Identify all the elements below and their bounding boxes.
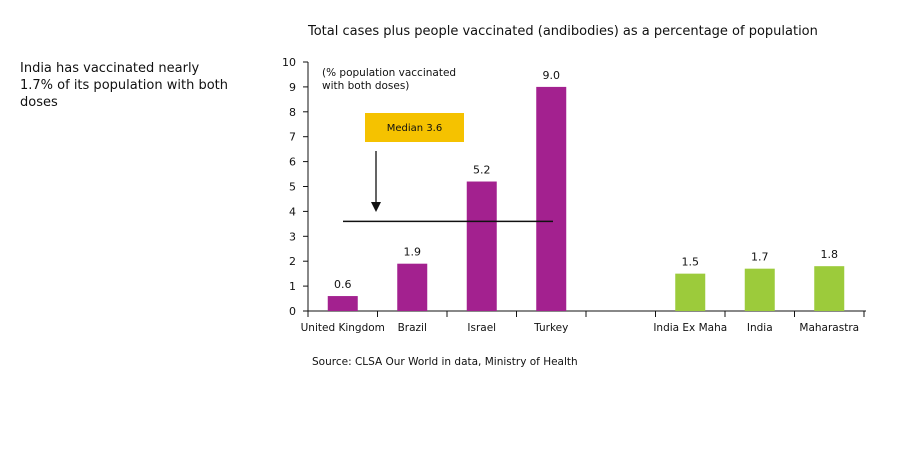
median-arrow-head bbox=[371, 202, 381, 212]
axis-unit-note: (% population vaccinated with both doses) bbox=[322, 67, 456, 92]
side-note: India has vaccinated nearly 1.7% of its … bbox=[20, 61, 228, 110]
y-tick-label: 5 bbox=[289, 181, 296, 194]
data-label: 1.5 bbox=[682, 256, 700, 269]
data-label: 1.8 bbox=[821, 248, 839, 261]
y-tick-label: 4 bbox=[289, 205, 296, 218]
median-label-box bbox=[365, 113, 464, 142]
x-tick-label: India Ex Maha bbox=[653, 322, 727, 334]
x-tick-label: Israel bbox=[467, 322, 496, 334]
x-tick-label: India bbox=[747, 322, 773, 334]
y-tick-label: 3 bbox=[289, 230, 296, 243]
data-label: 9.0 bbox=[543, 69, 561, 82]
bar bbox=[466, 181, 497, 311]
data-label: 5.2 bbox=[473, 164, 491, 177]
bar bbox=[744, 268, 775, 311]
data-label: 1.9 bbox=[404, 246, 422, 259]
bar bbox=[327, 296, 358, 311]
x-tick-label: Turkey bbox=[533, 322, 568, 334]
data-label: 1.7 bbox=[751, 251, 769, 264]
bar bbox=[675, 273, 706, 311]
chart-title: Total cases plus people vaccinated (andi… bbox=[308, 24, 818, 39]
y-tick-label: 9 bbox=[289, 81, 296, 94]
x-tick-label: Maharastra bbox=[799, 322, 859, 334]
x-tick-label: Brazil bbox=[398, 322, 427, 334]
bar bbox=[397, 263, 428, 311]
bar bbox=[536, 86, 567, 312]
y-tick-label: 6 bbox=[289, 156, 296, 169]
x-tick-label: United Kingdom bbox=[301, 322, 385, 334]
bar bbox=[814, 266, 845, 311]
y-tick-label: 2 bbox=[289, 255, 296, 268]
source-note: Source: CLSA Our World in data, Ministry… bbox=[312, 356, 578, 368]
y-tick-label: 1 bbox=[289, 280, 296, 293]
y-tick-label: 7 bbox=[289, 131, 296, 144]
y-tick-label: 0 bbox=[289, 305, 296, 318]
y-tick-label: 10 bbox=[282, 56, 296, 69]
y-tick-label: 8 bbox=[289, 106, 296, 119]
data-label: 0.6 bbox=[334, 278, 352, 291]
median-label: Median 3.6 bbox=[387, 123, 442, 134]
